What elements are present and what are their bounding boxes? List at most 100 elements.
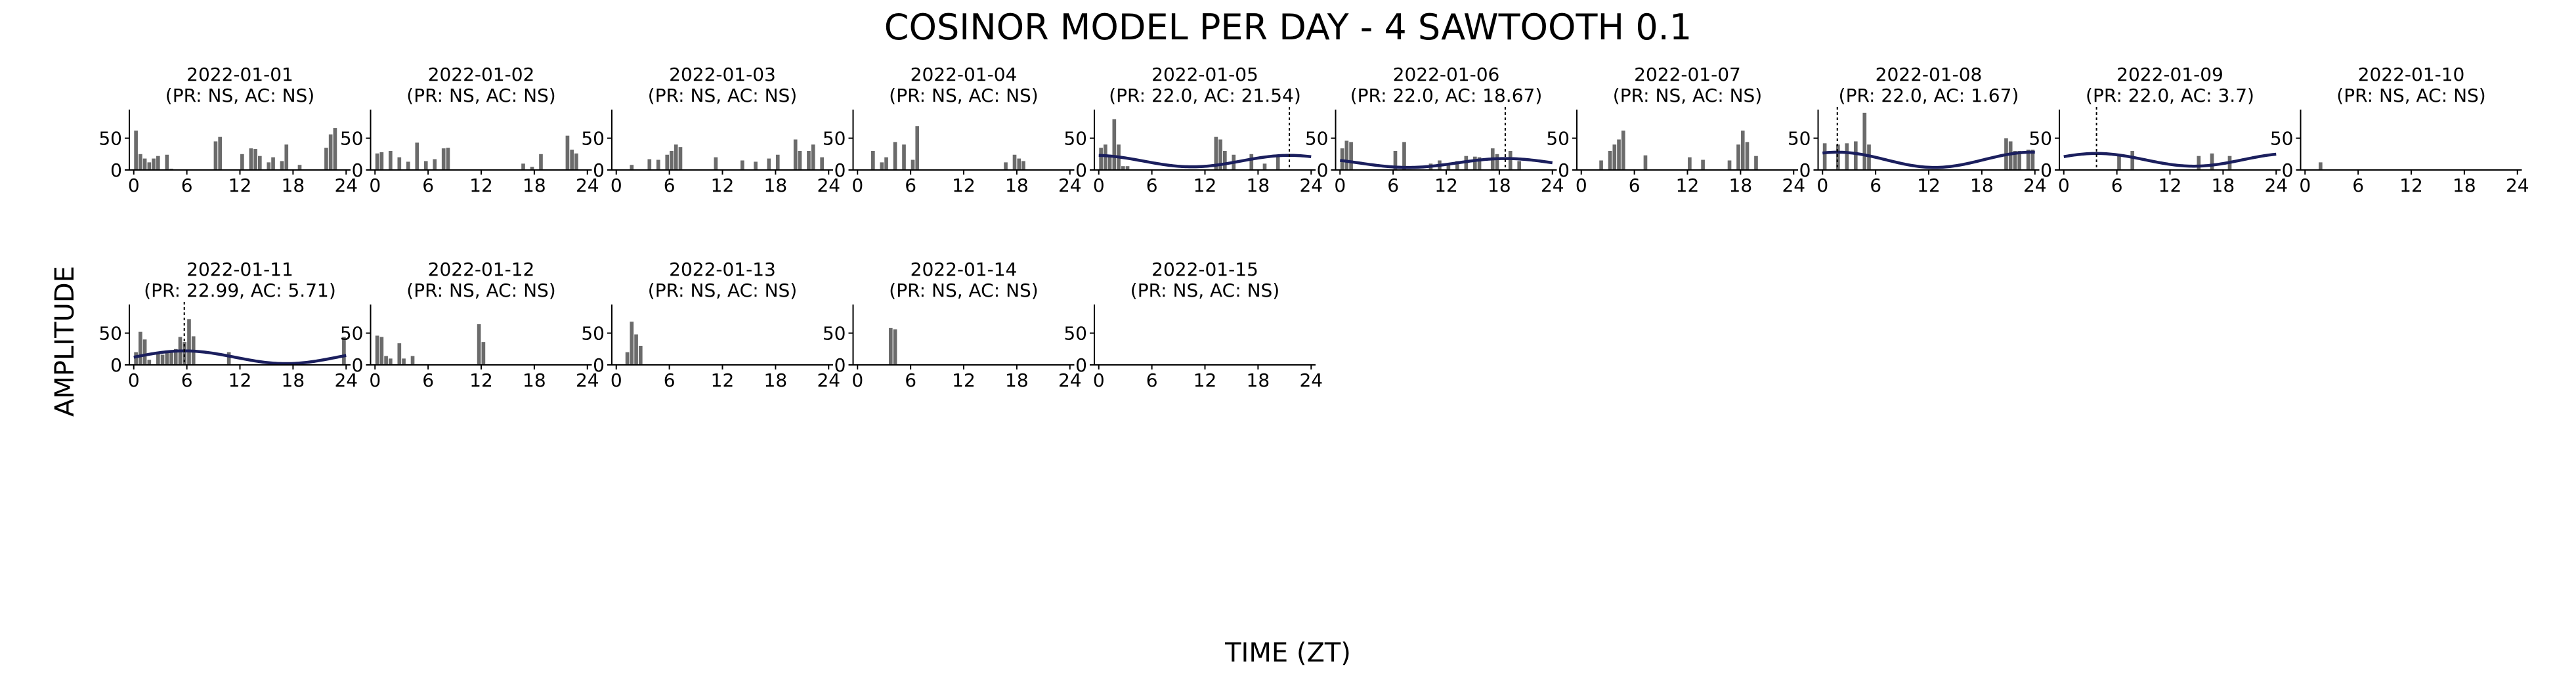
x-tick-label: 24: [1299, 175, 1323, 196]
x-tick-label: 24: [334, 175, 358, 196]
y-tick-label: 50: [1063, 323, 1087, 345]
bar: [324, 148, 328, 170]
y-tick-label: 50: [2270, 128, 2294, 150]
panel-title: 2022-01-09: [2116, 64, 2223, 85]
x-tick-label: 12: [1676, 175, 1700, 196]
x-tick-label: 18: [282, 369, 305, 391]
bar: [257, 156, 262, 170]
bar: [226, 352, 231, 365]
y-tick-label: 0: [110, 159, 122, 181]
bar: [1340, 148, 1344, 170]
figure-xlabel: TIME (ZT): [1224, 638, 1351, 668]
x-tick-label: 18: [1488, 175, 1511, 196]
bar: [1754, 156, 1758, 170]
panel-subtitle: (PR: NS, AC: NS): [889, 280, 1038, 301]
y-tick-label: 0: [1558, 159, 1570, 181]
bar: [213, 141, 218, 170]
x-tick-label: 24: [1299, 369, 1323, 391]
x-tick-label: 18: [2453, 175, 2476, 196]
x-tick-label: 6: [422, 175, 434, 196]
bar: [147, 360, 152, 365]
bar: [740, 160, 744, 170]
x-tick-label: 18: [2212, 175, 2235, 196]
bar: [446, 148, 450, 170]
panel-subtitle: (PR: NS, AC: NS): [1130, 280, 1279, 301]
panel: 2022-01-11(PR: 22.99, AC: 5.71) 0 6 12 18 24 0…: [98, 259, 358, 391]
bar: [267, 162, 271, 170]
bar: [165, 352, 169, 365]
bar: [2008, 141, 2013, 170]
y-tick-label: 0: [593, 159, 605, 181]
bar: [915, 126, 920, 170]
bar: [714, 157, 718, 170]
bar: [1099, 148, 1103, 170]
bar: [1012, 154, 1017, 170]
bar: [1845, 143, 1849, 170]
bar: [375, 153, 379, 170]
y-tick-label: 0: [1075, 354, 1087, 376]
x-tick-label: 0: [1576, 175, 1587, 196]
fit-curve: [2063, 152, 2277, 168]
bar: [187, 319, 191, 365]
x-tick-label: 12: [1434, 175, 1458, 196]
bar: [1455, 161, 1459, 170]
y-tick-label: 50: [1305, 128, 1329, 150]
bar: [2017, 150, 2022, 170]
x-tick-label: 18: [764, 175, 788, 196]
bar: [884, 157, 888, 170]
bar: [1477, 157, 1482, 170]
panel-title: 2022-01-11: [186, 259, 293, 280]
bar: [754, 161, 758, 170]
x-tick-label: 12: [1193, 369, 1217, 391]
x-tick-label: 12: [952, 175, 976, 196]
bar: [630, 165, 634, 170]
x-tick-label: 0: [851, 369, 863, 391]
panel: 2022-01-09(PR: 22.0, AC: 3.7) 0 6 12 18 24 0 50: [2029, 64, 2288, 196]
bar: [530, 167, 534, 170]
x-tick-label: 6: [2111, 175, 2123, 196]
bar: [1402, 142, 1406, 170]
x-tick-label: 0: [369, 175, 381, 196]
x-tick-label: 12: [952, 369, 976, 391]
fit-curve: [1339, 157, 1553, 169]
bar: [1344, 140, 1349, 170]
panel-title: 2022-01-06: [1393, 64, 1500, 85]
bar: [767, 158, 771, 170]
panel: 2022-01-03(PR: NS, AC: NS) 0 6 12 18 24 0 50: [581, 64, 840, 196]
x-tick-label: 12: [2399, 175, 2423, 196]
bar: [379, 152, 384, 170]
bar: [384, 356, 388, 365]
bar: [2030, 150, 2035, 170]
bar: [1835, 144, 1840, 170]
panel-title: 2022-01-03: [669, 64, 776, 85]
fit-curve: [1098, 154, 1312, 169]
bar: [1517, 161, 1522, 170]
bar: [811, 144, 815, 170]
panel-subtitle: (PR: NS, AC: NS): [406, 85, 555, 106]
bar: [1021, 161, 1025, 170]
panel-subtitle: (PR: NS, AC: NS): [406, 280, 555, 301]
x-tick-label: 6: [1387, 175, 1399, 196]
bar: [1508, 150, 1513, 170]
bar: [670, 150, 674, 170]
panel-subtitle: (PR: 22.0, AC: 1.67): [1839, 85, 2019, 106]
bar: [1617, 139, 1621, 170]
bar: [2026, 150, 2030, 170]
panel: 2022-01-02(PR: NS, AC: NS) 0 6 12 18 24 0 50: [340, 64, 599, 196]
bar: [169, 352, 173, 365]
x-tick-label: 24: [2506, 175, 2529, 196]
y-tick-label: 50: [340, 128, 364, 150]
bar: [1276, 156, 1280, 170]
bar: [1643, 155, 1648, 170]
bar: [139, 154, 142, 170]
panel: 2022-01-07(PR: NS, AC: NS) 0 6 12 18 24 0 50: [1546, 64, 1805, 196]
x-tick-label: 6: [1870, 175, 1881, 196]
bar: [1621, 130, 1625, 170]
panel: 2022-01-08(PR: 22.0, AC: 1.67) 0 6 12 18 24 0 5…: [1788, 64, 2047, 196]
y-tick-label: 0: [834, 159, 846, 181]
bar: [433, 159, 437, 170]
bar: [1112, 119, 1117, 170]
bar: [397, 157, 402, 170]
x-tick-label: 18: [1729, 175, 1753, 196]
